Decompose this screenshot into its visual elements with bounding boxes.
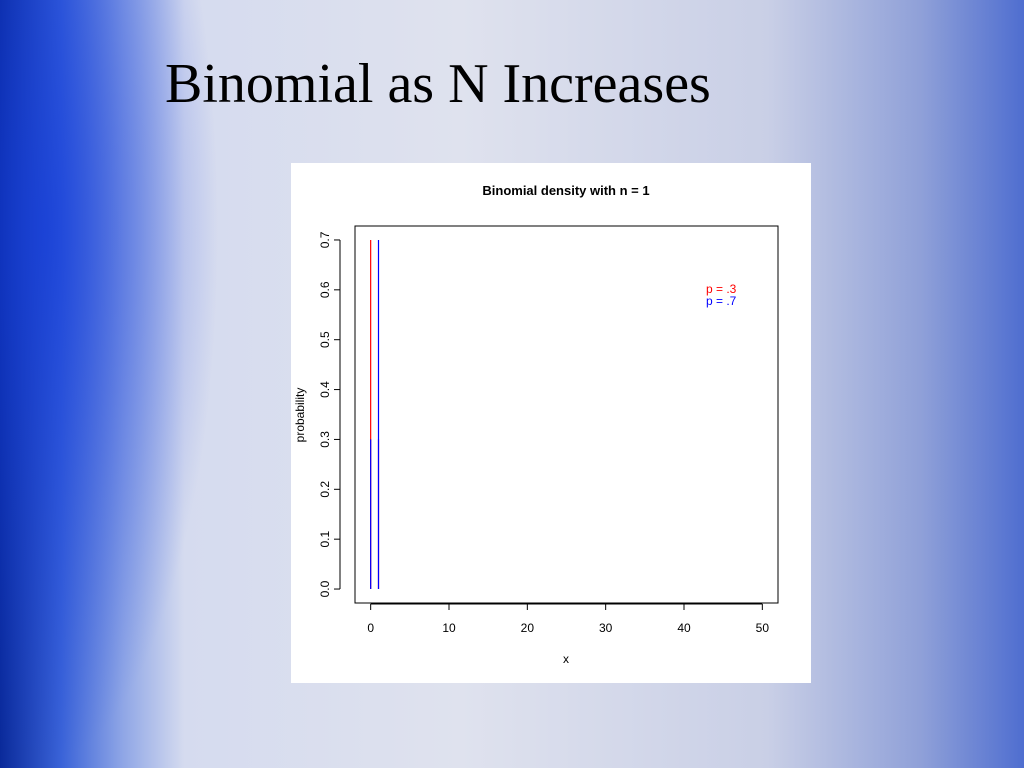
legend-entry: p = .3 [706,282,737,296]
y-tick-label: 0.6 [318,281,332,298]
background-glow [0,0,220,768]
slide-title: Binomial as N Increases [165,53,711,115]
x-tick-label: 10 [442,621,456,635]
y-tick-label: 0.3 [318,431,332,448]
y-axis-label: probability [293,388,307,443]
plot-frame [354,225,779,604]
y-tick-label: 0.4 [318,381,332,398]
x-tick-label: 40 [677,621,691,635]
chart-background [291,163,811,683]
chart-title: Binomial density with n = 1 [482,183,649,198]
legend-entry: p = .7 [706,294,737,308]
x-axis-label: x [563,652,569,666]
y-tick-label: 0.1 [318,531,332,548]
y-tick-label: 0.2 [318,481,332,498]
x-tick-label: 50 [756,621,770,635]
x-tick-label: 30 [599,621,613,635]
y-tick-label: 0.7 [318,231,332,248]
chart: Binomial density with n = 1 x probabilit… [291,163,811,683]
x-tick-label: 0 [367,621,374,635]
y-tick-label: 0.5 [318,331,332,348]
x-tick-label: 20 [521,621,535,635]
y-tick-label: 0.0 [318,580,332,597]
